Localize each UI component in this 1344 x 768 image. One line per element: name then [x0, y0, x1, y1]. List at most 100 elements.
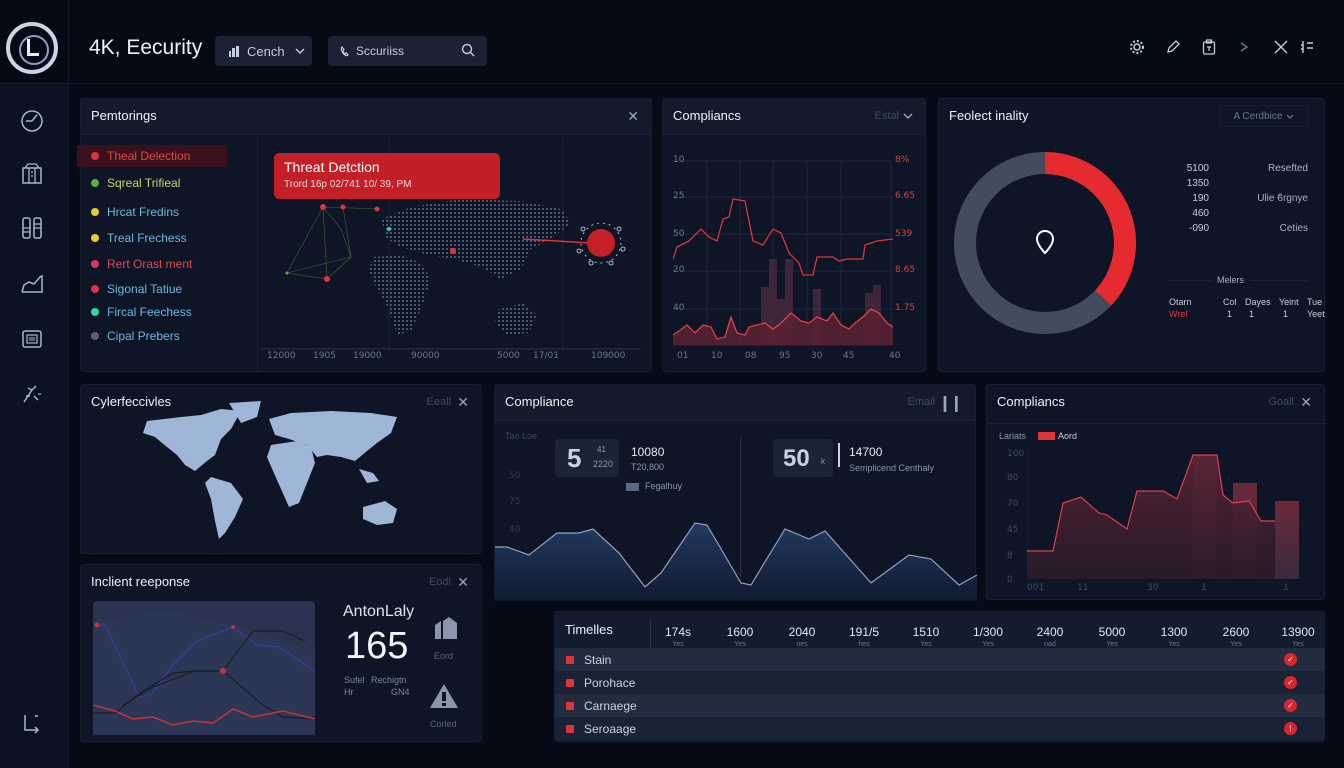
legend-item[interactable]: Sigonal Tatiue	[91, 282, 182, 296]
panel-control[interactable]: Goall	[1268, 396, 1294, 408]
chevron-down-icon	[1287, 114, 1294, 119]
y-tick-right: 8.65	[895, 265, 916, 275]
threat-alert-card[interactable]: Threat Detction Trord 16p 02/741 10/ 39,…	[274, 153, 500, 199]
panel-control[interactable]: Eodl	[428, 576, 451, 588]
corner-arrow-icon[interactable]	[20, 712, 44, 736]
timeline-column[interactable]: 2040 nes	[777, 625, 827, 648]
y-tick-right: 8%	[895, 155, 910, 165]
y-tick: 100	[1007, 449, 1025, 459]
compliance-line-chart[interactable]	[673, 149, 917, 359]
tool-icon[interactable]	[20, 382, 44, 406]
monitoring-panel: Pemtorings ✕ Theal Delection Sqreal Trifi…	[77, 98, 652, 373]
workspace-dropdown[interactable]: Cench	[215, 36, 312, 66]
card-icon[interactable]	[20, 327, 44, 351]
timeline-column[interactable]: 191/5 hes	[839, 625, 889, 648]
pencil-icon[interactable]	[1164, 38, 1182, 56]
kpi2-unit: k	[821, 457, 825, 466]
timeline-column[interactable]: 5000 Yes	[1087, 625, 1137, 648]
legend-item[interactable]: Theal Delection	[91, 149, 190, 163]
donut-chart[interactable]	[953, 151, 1137, 335]
status-square-icon	[566, 724, 574, 733]
table-header: Yeint	[1279, 297, 1299, 307]
alert-badge-icon[interactable]: !	[1284, 722, 1297, 735]
timeline-column[interactable]: 13900 Yes	[1273, 625, 1323, 648]
legend-label: Hrcat Fredins	[107, 205, 180, 219]
close-icon[interactable]: ✕	[457, 574, 469, 590]
warning-icon[interactable]	[429, 683, 459, 709]
pause-icon[interactable]: ❙❙	[938, 395, 963, 412]
period-select[interactable]: Estal	[874, 110, 899, 122]
timeline-row[interactable]: Carnaege ✓	[555, 694, 1325, 717]
sidebar	[0, 85, 68, 768]
sliders-icon[interactable]	[1298, 38, 1316, 56]
panel-control[interactable]: Eeall	[426, 396, 451, 408]
search-input[interactable]: Sccuriiss	[328, 36, 487, 66]
gear-icon[interactable]	[1128, 38, 1146, 56]
axis-label: Tao Loe	[505, 431, 538, 441]
chevron-right-icon[interactable]	[1236, 38, 1254, 56]
stat-label: Resefted	[1267, 163, 1308, 174]
panel-control[interactable]: Email	[907, 396, 935, 408]
timeline-column[interactable]: 1/300 Yes	[963, 625, 1013, 648]
legend-label: Lariats	[999, 431, 1027, 441]
threat-map[interactable]	[261, 139, 651, 359]
timeline-row[interactable]: Porohace ✓	[555, 671, 1325, 694]
search-icon[interactable]	[461, 43, 475, 57]
check-badge-icon[interactable]: ✓	[1284, 699, 1297, 712]
chevron-down-icon[interactable]	[903, 113, 913, 119]
building-chart-icon[interactable]	[433, 615, 459, 639]
panel-title: Compliance	[505, 394, 574, 409]
legend-active-highlight	[77, 145, 227, 167]
incident-line-chart[interactable]	[93, 601, 315, 735]
dropdown-label: Cench	[247, 43, 285, 59]
y-tick: 25	[673, 191, 685, 201]
world-map[interactable]	[141, 399, 441, 549]
column-sub: hes	[858, 641, 870, 648]
kpi1-big: 5	[567, 443, 582, 473]
close-icon[interactable]: ✕	[1300, 394, 1312, 410]
timeline-column[interactable]: 1300 Yes	[1149, 625, 1199, 648]
legend-item[interactable]: Sqreal Trifieal	[91, 176, 180, 190]
close-icon[interactable]: ✕	[627, 108, 639, 124]
legend-item[interactable]: Fircal Feechess	[91, 305, 192, 319]
divider	[740, 437, 741, 577]
legend-label: Fegalhuy	[645, 481, 683, 491]
legend-item[interactable]: Treal Frechess	[91, 231, 187, 245]
timeline-row[interactable]: Seroaage!	[555, 717, 1325, 740]
y-tick-right: 1.75	[895, 303, 916, 313]
meta-left-top: Sufel	[344, 675, 365, 685]
timeline-column[interactable]: 1510 Yes	[901, 625, 951, 648]
compliance-bar-chart[interactable]	[1027, 451, 1307, 583]
timeline-column[interactable]: 174s Yes	[653, 625, 703, 648]
check-badge-icon[interactable]: ✓	[1284, 653, 1297, 666]
trend-chart-icon[interactable]	[20, 271, 44, 295]
check-badge-icon[interactable]: ✓	[1284, 676, 1297, 689]
stat-value: 1350	[1186, 178, 1209, 189]
y-tick-right: 539	[895, 229, 913, 239]
panel-title: Inclient reeponse	[91, 574, 191, 589]
legend-item[interactable]: Cipal Prebers	[91, 329, 180, 343]
responder-name: AntonLaly	[343, 603, 415, 620]
divider	[987, 423, 1326, 424]
compliance-area-chart[interactable]	[495, 505, 977, 601]
timeline-column[interactable]: 1600 Yes	[715, 625, 765, 648]
category-dropdown[interactable]: A Cerdbice	[1220, 105, 1308, 127]
clipboard-icon[interactable]	[1200, 38, 1218, 56]
app-logo-icon[interactable]	[6, 22, 58, 74]
columns-icon[interactable]	[20, 216, 44, 240]
legend-item[interactable]: Rert Orast ment	[91, 257, 192, 271]
clock-icon[interactable]	[20, 109, 44, 133]
building-icon[interactable]	[20, 161, 44, 185]
legend-dot-icon	[91, 152, 99, 160]
timeline-column[interactable]: 2600 Yes	[1211, 625, 1261, 648]
legend-label: Cipal Prebers	[107, 329, 180, 343]
close-icon[interactable]	[1272, 38, 1290, 56]
x-tick: 109000	[591, 351, 626, 361]
timeline-column[interactable]: 2400 nad	[1025, 625, 1075, 648]
legend-label: Sigonal Tatiue	[107, 282, 183, 296]
kpi2-big: 50	[783, 445, 810, 472]
close-icon[interactable]: ✕	[457, 394, 469, 410]
column-value: 191/5	[848, 625, 880, 639]
legend-item[interactable]: Hrcat Fredins	[91, 205, 179, 219]
timeline-row[interactable]: Stain ✓	[555, 648, 1325, 671]
